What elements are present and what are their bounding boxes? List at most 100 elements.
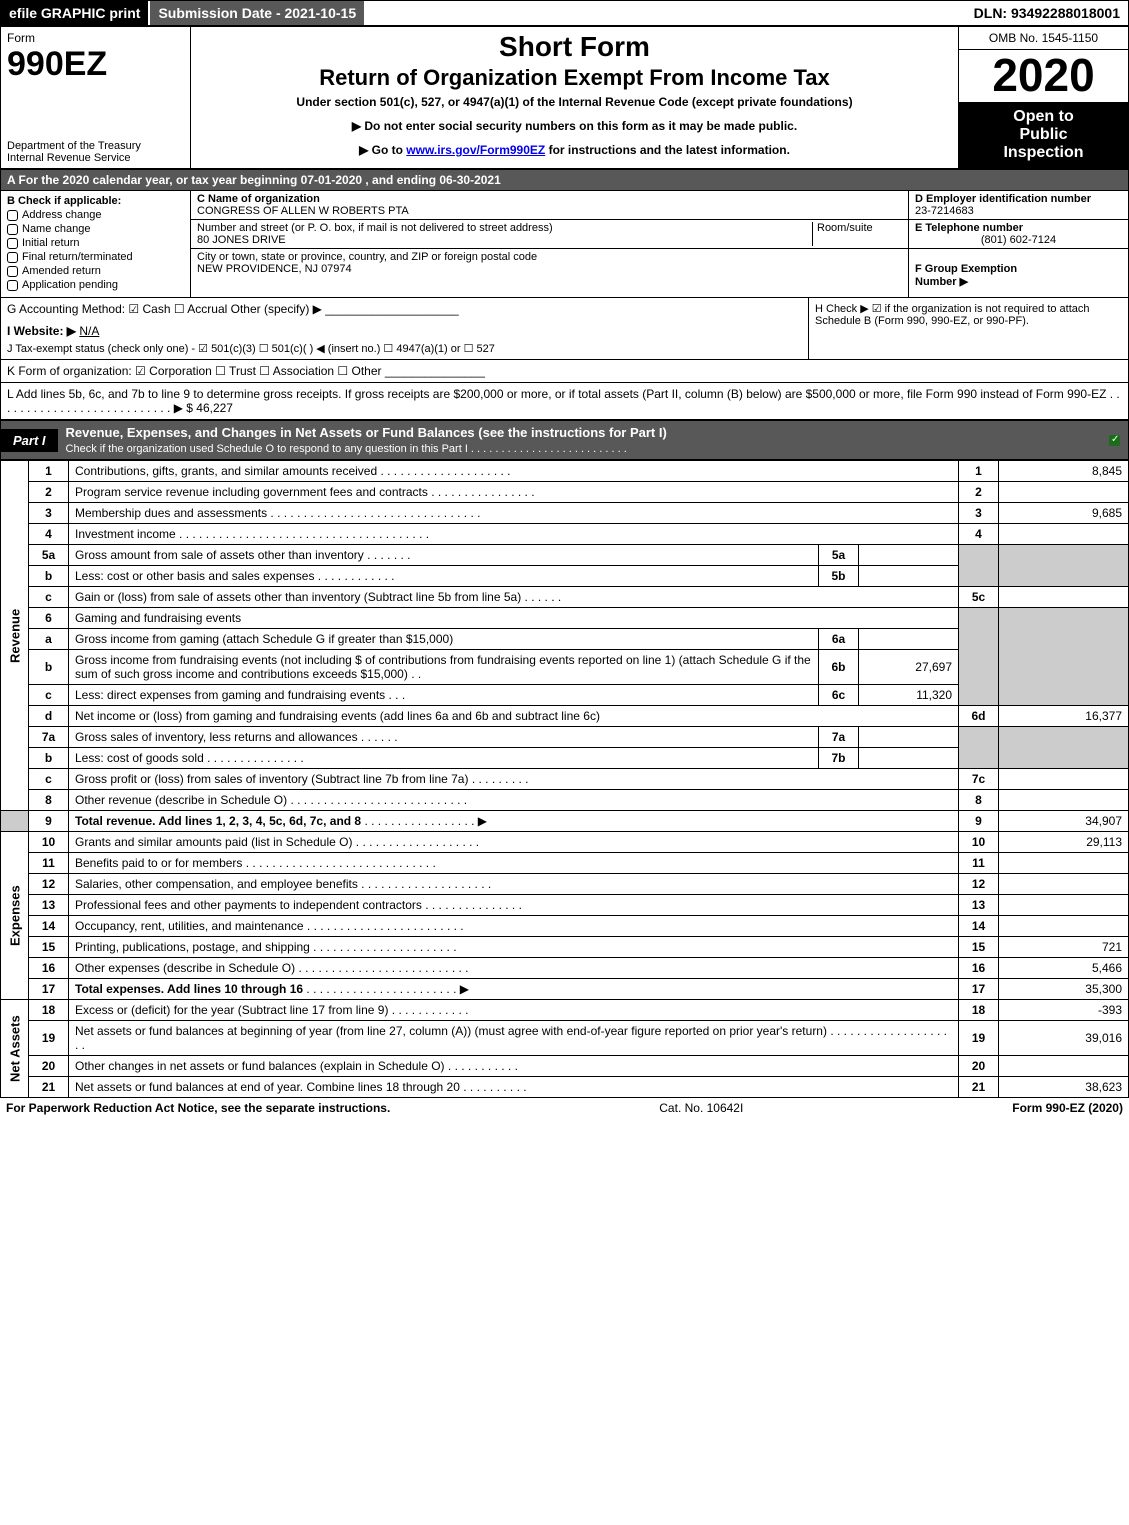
line-4-amount — [999, 524, 1129, 545]
line-9-no: 9 — [29, 811, 69, 832]
grey-6abc-amt — [999, 608, 1129, 706]
accounting-method: G Accounting Method: ☑ Cash ☐ Accrual Ot… — [7, 302, 802, 316]
line-6a-no: a — [29, 629, 69, 650]
website-label: I Website: ▶ — [7, 324, 76, 338]
line-6a-sub: 6a — [819, 629, 859, 650]
check-address-change[interactable]: Address change — [7, 209, 184, 221]
line-18-no: 18 — [29, 1000, 69, 1021]
org-name-label: C Name of organization — [197, 193, 320, 205]
part-1-table: Revenue 1 Contributions, gifts, grants, … — [0, 460, 1129, 1098]
efile-print-button[interactable]: efile GRAPHIC print — [1, 1, 148, 25]
header-left: Form 990EZ Department of the Treasury In… — [1, 27, 191, 168]
form-header: Form 990EZ Department of the Treasury In… — [0, 26, 1129, 169]
line-14-amount — [999, 916, 1129, 937]
line-1-no: 1 — [29, 461, 69, 482]
line-17-desc: Total expenses. Add lines 10 through 16 … — [69, 979, 959, 1000]
grey-7ab — [959, 727, 999, 769]
line-5b-sub: 5b — [819, 566, 859, 587]
grey-6abc — [959, 608, 999, 706]
revenue-end-spacer — [1, 811, 29, 832]
phone-value: (801) 602-7124 — [915, 234, 1122, 246]
line-7b-subval — [859, 748, 959, 769]
line-2-col: 2 — [959, 482, 999, 503]
line-5a-desc: Gross amount from sale of assets other t… — [69, 545, 819, 566]
warn-goto: ▶ Go to www.irs.gov/Form990EZ for instru… — [197, 143, 952, 157]
page-footer: For Paperwork Reduction Act Notice, see … — [0, 1098, 1129, 1118]
section-l-gross-receipts: L Add lines 5b, 6c, and 7b to line 9 to … — [0, 383, 1129, 420]
part-1-check-line: Check if the organization used Schedule … — [66, 443, 627, 455]
check-initial-return[interactable]: Initial return — [7, 237, 184, 249]
phone-label: E Telephone number — [915, 222, 1023, 234]
line-13-col: 13 — [959, 895, 999, 916]
grey-5ab — [959, 545, 999, 587]
line-7b-desc: Less: cost of goods sold . . . . . . . .… — [69, 748, 819, 769]
section-b-title: B Check if applicable: — [7, 195, 184, 207]
line-19-no: 19 — [29, 1021, 69, 1056]
ein-label: D Employer identification number — [915, 193, 1091, 205]
check-final-return[interactable]: Final return/terminated — [7, 251, 184, 263]
line-2-no: 2 — [29, 482, 69, 503]
line-6b-no: b — [29, 650, 69, 685]
section-e-phone: E Telephone number (801) 602-7124 — [908, 220, 1128, 249]
line-6b-sub: 6b — [819, 650, 859, 685]
dln-label: DLN: 93492288018001 — [966, 1, 1128, 25]
irs-link[interactable]: www.irs.gov/Form990EZ — [406, 143, 545, 157]
line-21-desc: Net assets or fund balances at end of ye… — [69, 1077, 959, 1098]
line-8-amount — [999, 790, 1129, 811]
line-11-no: 11 — [29, 853, 69, 874]
check-amended-return[interactable]: Amended return — [7, 265, 184, 277]
dept-treasury: Department of the Treasury Internal Reve… — [7, 140, 184, 164]
submission-date-button[interactable]: Submission Date - 2021-10-15 — [148, 1, 364, 25]
check-application-pending[interactable]: Application pending — [7, 279, 184, 291]
line-6c-sub: 6c — [819, 685, 859, 706]
org-name-value: CONGRESS OF ALLEN W ROBERTS PTA — [197, 205, 409, 217]
part-1-checkbox[interactable] — [1101, 429, 1128, 451]
line-10-no: 10 — [29, 832, 69, 853]
line-15-no: 15 — [29, 937, 69, 958]
goto-prefix: ▶ Go to — [359, 143, 406, 157]
room-suite: Room/suite — [812, 222, 902, 246]
line-6d-no: d — [29, 706, 69, 727]
line-3-amount: 9,685 — [999, 503, 1129, 524]
header-right: OMB No. 1545-1150 2020 Open to Public In… — [958, 27, 1128, 168]
line-5a-subval — [859, 545, 959, 566]
line-5c-no: c — [29, 587, 69, 608]
line-6d-col: 6d — [959, 706, 999, 727]
top-bar: efile GRAPHIC print Submission Date - 20… — [0, 0, 1129, 26]
line-19-desc: Net assets or fund balances at beginning… — [69, 1021, 959, 1056]
line-18-desc: Excess or (deficit) for the year (Subtra… — [69, 1000, 959, 1021]
line-20-amount — [999, 1056, 1129, 1077]
line-6-desc: Gaming and fundraising events — [69, 608, 959, 629]
line-21-col: 21 — [959, 1077, 999, 1098]
section-d-e-f: D Employer identification number 23-7214… — [908, 191, 1128, 297]
line-6d-amount: 16,377 — [999, 706, 1129, 727]
line-15-desc: Printing, publications, postage, and shi… — [69, 937, 959, 958]
goto-suffix: for instructions and the latest informat… — [545, 143, 790, 157]
line-14-no: 14 — [29, 916, 69, 937]
line-16-col: 16 — [959, 958, 999, 979]
line-15-col: 15 — [959, 937, 999, 958]
line-9-col: 9 — [959, 811, 999, 832]
line-3-col: 3 — [959, 503, 999, 524]
form-number: 990EZ — [7, 45, 184, 84]
section-h-schedb: H Check ▶ ☑ if the organization is not r… — [808, 298, 1128, 359]
line-6a-desc: Gross income from gaming (attach Schedul… — [69, 629, 819, 650]
line-12-no: 12 — [29, 874, 69, 895]
line-7c-col: 7c — [959, 769, 999, 790]
omb-number: OMB No. 1545-1150 — [959, 27, 1128, 50]
addr-value: 80 JONES DRIVE — [197, 234, 286, 246]
open-to-public: Open to Public Inspection — [959, 102, 1128, 168]
line-11-amount — [999, 853, 1129, 874]
line-7c-desc: Gross profit or (loss) from sales of inv… — [69, 769, 959, 790]
line-5a-no: 5a — [29, 545, 69, 566]
line-5b-subval — [859, 566, 959, 587]
line-5c-amount — [999, 587, 1129, 608]
section-b-checks: B Check if applicable: Address change Na… — [1, 191, 191, 297]
line-13-no: 13 — [29, 895, 69, 916]
org-city-row: City or town, state or province, country… — [191, 249, 908, 277]
check-name-change[interactable]: Name change — [7, 223, 184, 235]
line-13-desc: Professional fees and other payments to … — [69, 895, 959, 916]
net-assets-side-label: Net Assets — [1, 1000, 29, 1098]
line-16-amount: 5,466 — [999, 958, 1129, 979]
footer-left: For Paperwork Reduction Act Notice, see … — [6, 1101, 390, 1115]
